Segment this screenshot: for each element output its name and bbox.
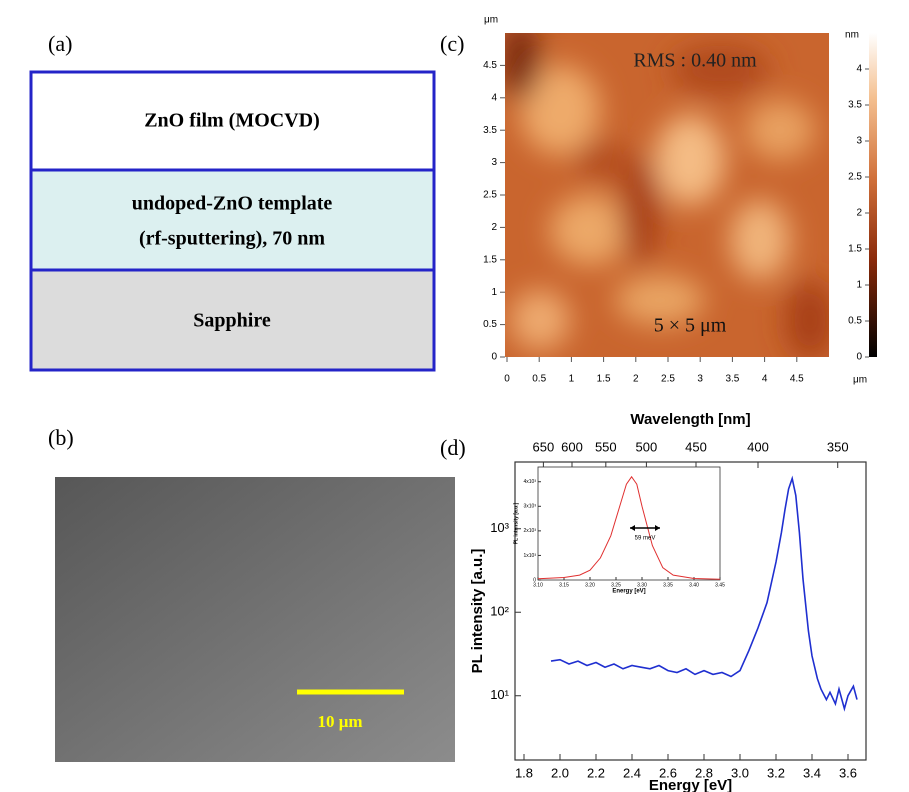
scale-bar-label: 10 μm [317, 712, 362, 731]
colorbar-tick-label: 4 [856, 64, 862, 75]
y-axis-label: PL intensity [a.u.] [469, 549, 486, 674]
x2-axis-label: Wavelength [nm] [630, 411, 750, 428]
y-tick-label: 3 [491, 157, 497, 168]
y-tick-label: 4x10³ [523, 479, 536, 485]
x2-tick-label: 550 [595, 439, 617, 454]
x-tick-label: 1.5 [597, 374, 611, 385]
x-tick-label: 3.4 [803, 765, 821, 780]
panel-label: (d) [440, 435, 466, 460]
y-tick-label: 1x10³ [523, 553, 536, 559]
layer [29, 268, 436, 372]
layer-label: ZnO film (MOCVD) [144, 110, 320, 132]
afm-annotation: RMS : 0.40 nm [633, 50, 757, 72]
x-tick-label: 3.30 [637, 582, 647, 588]
x2-tick-label: 500 [636, 439, 658, 454]
plot-area [537, 466, 721, 581]
y-tick-label: 10¹ [490, 687, 509, 702]
y-tick-label: 4.5 [483, 60, 497, 71]
colorbar-tick-label: 3.5 [848, 100, 862, 111]
x2-tick-label: 650 [533, 439, 555, 454]
y-tick-label: 2.5 [483, 190, 497, 201]
x-tick-label: 3.2 [767, 765, 785, 780]
x2-tick-label: 600 [561, 439, 583, 454]
x-tick-label: 3.6 [839, 765, 857, 780]
x-tick-label: 4.5 [790, 374, 804, 385]
y-axis-label: PL intensity [a.u.] [513, 502, 519, 544]
y-tick-label: 3.5 [483, 125, 497, 136]
layer-label: (rf-sputtering), 70 nm [139, 228, 325, 250]
x-tick-label: 3.35 [663, 582, 673, 588]
y-tick-label: 1 [491, 287, 497, 298]
x-tick-label: 3.20 [585, 582, 595, 588]
x-tick-label: 1.8 [515, 765, 533, 780]
x2-tick-label: 450 [685, 439, 707, 454]
x-tick-label: 2.2 [587, 765, 605, 780]
spectrum-line [550, 475, 858, 712]
x-tick-label: 2 [633, 374, 639, 385]
x-tick-label: 2.4 [623, 765, 641, 780]
x2-tick-label: 400 [747, 439, 769, 454]
x-tick-label: 1 [569, 374, 575, 385]
y-tick-label: 0 [533, 577, 536, 583]
y-tick-label: 0 [491, 352, 497, 363]
colorbar-tick-label: 1.5 [848, 244, 862, 255]
x-axis-label: Energy [eV] [612, 589, 645, 595]
x-tick-label: 3.25 [611, 582, 621, 588]
layer-label: Sapphire [193, 310, 271, 332]
x-tick-label: 2.0 [551, 765, 569, 780]
y-tick-label: 4 [491, 92, 497, 103]
y-tick-label: 10³ [490, 520, 509, 535]
x2-tick-label: 350 [827, 439, 849, 454]
axis-unit: μm [853, 375, 867, 386]
x-tick-label: 3.5 [725, 374, 739, 385]
layer [29, 70, 436, 172]
colorbar-tick-label: 1 [856, 280, 862, 291]
x-tick-label: 3.0 [731, 765, 749, 780]
panel-label: (c) [440, 31, 464, 56]
x-tick-label: 2.8 [695, 765, 713, 780]
x-tick-label: 0 [504, 374, 510, 385]
y-tick-label: 1.5 [483, 254, 497, 265]
y-tick-label: 2x10³ [523, 528, 536, 534]
x-axis-label: Energy [eV] [649, 777, 732, 792]
colorbar-tick-label: 0.5 [848, 316, 862, 327]
x-tick-label: 3.40 [689, 582, 699, 588]
panel-label: (b) [48, 425, 74, 450]
axis-unit: μm [484, 15, 498, 26]
colorbar-unit: nm [845, 30, 859, 41]
afm-image [505, 33, 829, 357]
colorbar-tick-label: 2.5 [848, 172, 862, 183]
afm-scan-size: 5 × 5 μm [654, 315, 727, 337]
colorbar [869, 33, 877, 357]
layer [29, 168, 436, 272]
x-tick-label: 2.5 [661, 374, 675, 385]
x-tick-label: 2.6 [659, 765, 677, 780]
x-tick-label: 3 [697, 374, 703, 385]
sem-image [55, 477, 455, 762]
spectrum-line [537, 475, 721, 580]
x-tick-label: 3.45 [715, 582, 725, 588]
x-tick-label: 4 [762, 374, 768, 385]
y-tick-label: 2 [491, 222, 497, 233]
layer-label: undoped-ZnO template [132, 193, 333, 215]
y-tick-label: 10² [490, 604, 509, 619]
x-tick-label: 0.5 [532, 374, 546, 385]
panel-label: (a) [48, 31, 72, 56]
y-tick-label: 3x10³ [523, 504, 536, 510]
fwhm-label: 59 meV [635, 536, 656, 542]
colorbar-tick-label: 2 [856, 208, 862, 219]
y-tick-label: 0.5 [483, 319, 497, 330]
colorbar-tick-label: 3 [856, 136, 862, 147]
x-tick-label: 3.15 [559, 582, 569, 588]
x-tick-label: 3.10 [533, 582, 543, 588]
colorbar-tick-label: 0 [856, 352, 862, 363]
